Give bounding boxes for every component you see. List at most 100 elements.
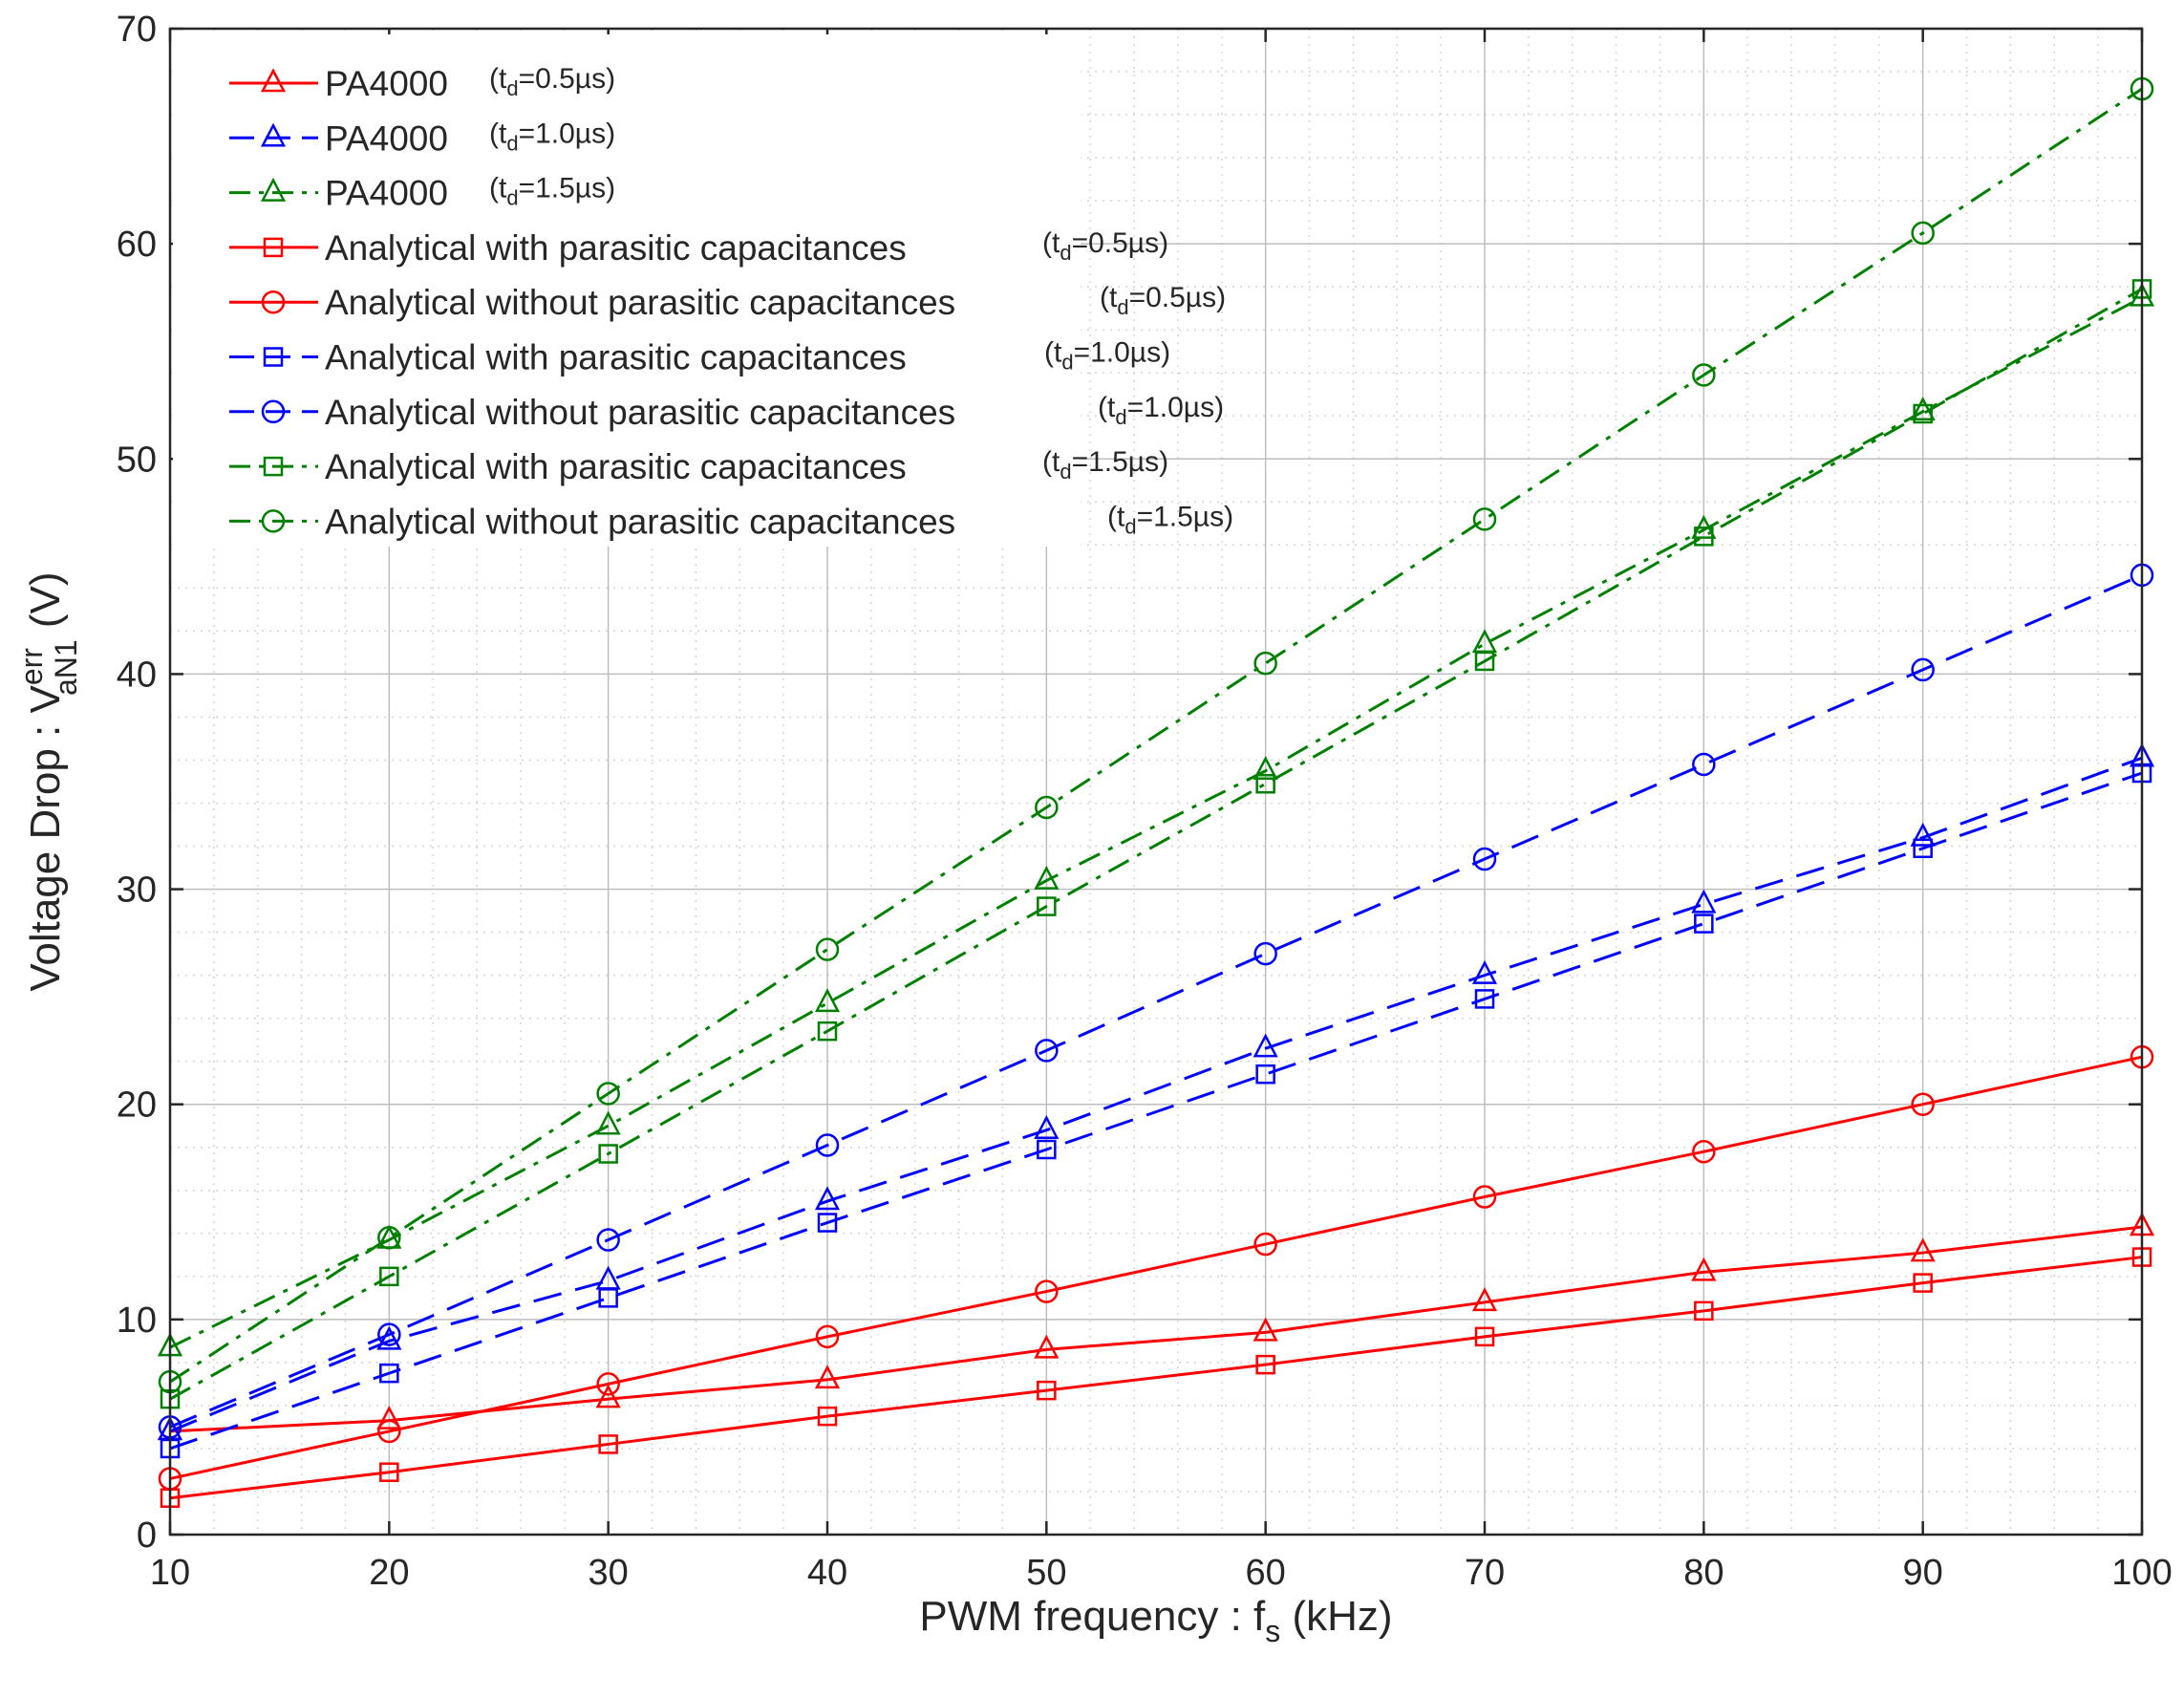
legend-td-sub: d <box>506 186 518 210</box>
legend-td-sub: d <box>506 131 518 155</box>
data-point-circle <box>1692 752 1716 777</box>
data-point-circle <box>377 1322 401 1346</box>
x-tick-label: 20 <box>369 1553 409 1593</box>
data-point-square <box>598 1288 618 1308</box>
legend-td-sub: d <box>1115 405 1126 429</box>
data-point-triangle <box>1691 889 1717 913</box>
y-axis-title: Voltage Drop : VerraN1 (V) <box>14 571 83 991</box>
x-tick-label: 100 <box>2111 1553 2172 1593</box>
data-point-square <box>1255 1354 1275 1375</box>
legend: PA4000 (td=0.5µs)PA4000 (td=1.0µs)PA4000 (t… <box>173 34 1233 547</box>
x-tick-label: 80 <box>1683 1553 1724 1593</box>
y-tick-label: 10 <box>117 1300 157 1341</box>
legend-marker-triangle <box>260 177 287 202</box>
data-point-circle <box>815 1324 840 1349</box>
legend-td-value: =1.5µs) <box>1072 446 1169 478</box>
y-tick-label: 50 <box>117 440 157 480</box>
data-point-circle <box>1253 1232 1277 1257</box>
data-point-circle <box>1911 1092 1935 1116</box>
y-axis-title-sub: aN1 <box>49 639 83 696</box>
data-point-circle <box>1472 507 1497 531</box>
legend-td-label: (td=1.0µs) <box>1044 337 1170 375</box>
data-point-square <box>1694 527 1714 547</box>
data-point-square <box>1694 1300 1714 1322</box>
legend-td-prefix: (t <box>1042 446 1060 478</box>
y-tick-label: 40 <box>117 655 157 695</box>
data-point-circle <box>1472 1185 1497 1209</box>
legend-marker-circle <box>261 399 286 424</box>
legend-td-prefix: (t <box>489 63 507 95</box>
series-line <box>169 1256 2143 1500</box>
data-point-triangle <box>376 1325 402 1350</box>
data-point-circle <box>377 1419 401 1444</box>
series-line <box>169 288 2143 1401</box>
legend-td-prefix: (t <box>1098 392 1116 423</box>
data-point-circle <box>1035 1039 1059 1063</box>
y-tick-label: 70 <box>117 10 157 50</box>
legend-entry: PA4000 (td=0.5µs) <box>229 63 615 103</box>
data-point-circle <box>596 1082 620 1106</box>
legend-td-prefix: (t <box>1044 337 1062 369</box>
y-tick-label: 20 <box>117 1085 157 1126</box>
x-axis-title: PWM frequency : fs (kHz) <box>919 1593 1392 1648</box>
x-axis-title-unit: (kHz) <box>1280 1593 1392 1640</box>
data-point-circle <box>596 1372 620 1396</box>
data-point-triangle <box>595 1384 621 1408</box>
legend-entry: Analytical without parasitic capacitance… <box>229 501 1233 541</box>
legend-entry: Analytical without parasitic capacitance… <box>229 392 1224 432</box>
legend-td-prefix: (t <box>489 173 507 204</box>
data-point-square <box>1037 1380 1057 1401</box>
data-point-square <box>1255 774 1275 794</box>
data-point-circle <box>1911 221 1935 246</box>
data-point-square <box>1474 989 1495 1009</box>
legend-td-sub: d <box>1117 295 1128 319</box>
data-point-square <box>1037 896 1057 916</box>
legend-td-label: (td=1.0µs) <box>489 118 615 155</box>
legend-entry: Analytical with parasitic capacitances (t… <box>229 337 1170 377</box>
series-line <box>169 756 2143 1433</box>
legend-marker-square <box>263 456 284 477</box>
legend-entry: PA4000 (td=1.0µs) <box>229 118 615 158</box>
data-point-triangle <box>1471 959 1498 984</box>
data-point-triangle <box>1691 1257 1717 1281</box>
data-point-circle <box>1035 795 1059 820</box>
x-tick-label: 50 <box>1026 1553 1066 1593</box>
series-line <box>169 1055 2143 1480</box>
series-line <box>169 1225 2143 1433</box>
legend-td-prefix: (t <box>489 118 507 149</box>
x-tick-label: 60 <box>1246 1553 1286 1593</box>
legend-label: Analytical with parasitic capacitances <box>325 447 907 486</box>
data-point-square <box>598 1434 618 1454</box>
legend-td-label: (td=1.5µs) <box>1107 501 1233 538</box>
legend-label: Analytical without parasitic capacitance… <box>325 393 955 432</box>
data-point-square <box>1474 1326 1495 1347</box>
data-point-square <box>1255 1064 1275 1085</box>
legend-td-prefix: (t <box>1100 282 1118 313</box>
x-tick-label: 10 <box>150 1553 190 1593</box>
legend-td-label: (td=1.5µs) <box>1042 446 1168 484</box>
data-point-square <box>1474 651 1495 672</box>
data-point-circle <box>1253 651 1277 676</box>
data-point-square <box>817 1021 838 1042</box>
data-point-square <box>1913 1273 1933 1293</box>
series-6 <box>158 563 2154 1439</box>
data-point-circle <box>596 1228 620 1252</box>
legend-td-value: =1.0µs) <box>1127 392 1225 423</box>
series-layer <box>157 76 2155 1508</box>
data-point-triangle <box>595 1110 621 1135</box>
plot-frame <box>168 27 2144 1537</box>
legend-td-label: (td=1.0µs) <box>1098 392 1224 429</box>
legend-td-label: (td=1.5µs) <box>489 173 615 210</box>
x-tick-label: 70 <box>1465 1553 1505 1593</box>
data-point-square <box>1037 1139 1057 1160</box>
legend-marker-square <box>263 347 284 367</box>
legend-td-sub: d <box>1061 351 1073 375</box>
data-point-circle <box>815 937 840 961</box>
data-point-circle <box>1035 1279 1059 1303</box>
legend-td-value: =0.5µs) <box>519 63 616 95</box>
legend-td-prefix: (t <box>1042 227 1060 259</box>
series-line <box>169 771 2143 1451</box>
data-point-circle <box>1911 657 1935 682</box>
data-point-square <box>1913 403 1933 424</box>
